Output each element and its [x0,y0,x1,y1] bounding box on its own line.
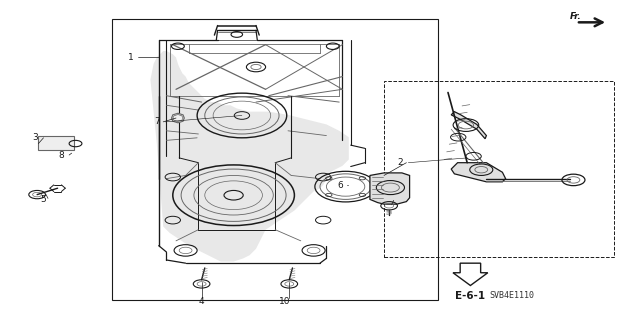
Text: 4: 4 [199,297,204,306]
Text: 7: 7 [154,117,159,126]
Polygon shape [453,263,488,286]
Polygon shape [451,112,486,139]
Text: 6: 6 [338,181,343,189]
Polygon shape [370,173,410,204]
Polygon shape [172,113,184,123]
Text: 8: 8 [58,151,63,160]
Text: 5: 5 [41,195,46,204]
Text: 10: 10 [279,297,291,306]
Bar [384,81,614,257]
Text: Fr.: Fr. [570,12,581,21]
Bar [38,136,74,150]
Polygon shape [150,51,349,262]
Text: SVB4E1110: SVB4E1110 [490,291,534,300]
Polygon shape [173,115,183,122]
Bar [112,19,438,300]
Text: 3: 3 [33,133,38,142]
Text: 9: 9 [385,196,390,205]
Text: 1: 1 [129,53,134,62]
Polygon shape [451,163,506,182]
Text: E-6-1: E-6-1 [455,291,486,301]
Text: 2: 2 [397,158,403,167]
